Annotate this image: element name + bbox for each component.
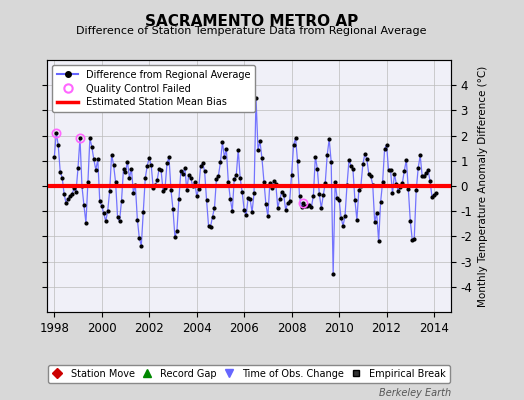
Legend: Station Move, Record Gap, Time of Obs. Change, Empirical Break: Station Move, Record Gap, Time of Obs. C… (48, 365, 450, 383)
Text: SACRAMENTO METRO AP: SACRAMENTO METRO AP (145, 14, 358, 29)
Text: Berkeley Earth: Berkeley Earth (378, 388, 451, 398)
Text: Difference of Station Temperature Data from Regional Average: Difference of Station Temperature Data f… (77, 26, 427, 36)
Y-axis label: Monthly Temperature Anomaly Difference (°C): Monthly Temperature Anomaly Difference (… (478, 65, 488, 307)
